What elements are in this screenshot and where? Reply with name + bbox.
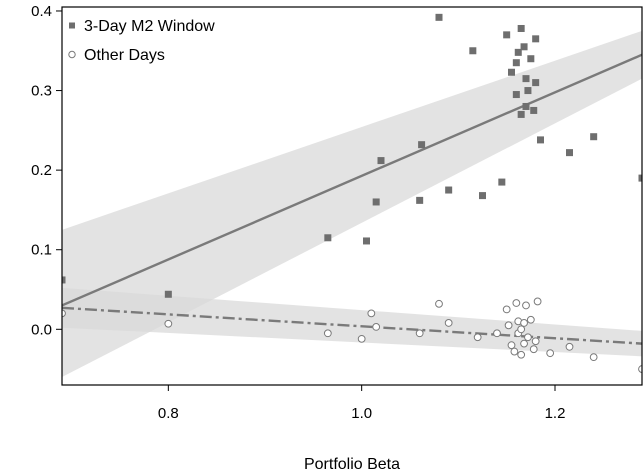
data-point-square [62,276,66,284]
data-point-square [638,174,642,182]
data-point-square [164,290,172,298]
data-point-circle [367,309,376,318]
data-point-circle [444,319,453,327]
data-point-circle [415,329,424,338]
data-point-circle [517,325,526,334]
data-point-square [514,48,522,56]
data-point-square [532,79,540,87]
data-point-square [498,178,506,186]
data-point-circle [524,333,532,342]
data-points [62,13,642,373]
confidence-bands [62,30,642,378]
data-point-square [590,133,598,141]
data-point-square [445,186,453,194]
fit-line-2 [62,306,642,345]
legend-label: 3-Day M2 Window [84,18,215,35]
data-point-circle [473,333,482,342]
data-point-circle [510,347,519,356]
legend-marker-square [69,22,75,29]
fit-lines [62,53,642,345]
data-point-square [324,234,332,242]
data-point-square [520,43,528,51]
data-point-circle [529,345,538,354]
data-point-square [517,110,525,118]
data-point-circle [504,321,513,330]
y-tick-label: 0.4 [31,3,52,20]
data-point-circle [520,319,528,327]
data-point-square [372,198,380,206]
data-point-circle [517,350,526,359]
data-point-circle [435,299,443,308]
legend-marker-circle [68,50,76,59]
data-point-circle [357,334,366,343]
data-point-circle [512,299,521,307]
plot-frame [61,6,643,386]
data-point-square [418,141,426,149]
data-point-circle [546,349,555,358]
fit-line-1 [62,53,642,307]
axis-ticks: 0.8 1.0 1.2 0.0 0.1 0.2 0.3 0.4 [31,3,565,422]
data-point-square [524,87,532,95]
confidence-band-2 [62,287,642,357]
data-point-square [522,75,530,83]
data-point-square [363,237,370,245]
data-point-square [512,59,520,67]
data-point-circle [372,323,381,331]
data-point-square [508,68,515,76]
data-point-square [522,102,530,110]
data-point-circle [531,337,540,346]
data-point-square [532,35,540,43]
data-point-circle [565,342,574,351]
legend-label: Other Days [84,47,165,64]
data-point-square [512,91,520,99]
y-tick-label: 0.1 [31,242,52,259]
data-point-circle [62,309,66,318]
data-point-circle [533,297,542,306]
data-point-circle [502,305,511,314]
data-point-square [469,47,477,55]
data-point-circle [493,329,501,338]
data-point-square [527,55,535,63]
data-point-circle [589,353,598,362]
legend: 3-Day M2 Window Other Days [68,18,215,64]
data-point-square [416,196,424,204]
data-point-square [566,149,573,157]
data-point-square [537,136,544,144]
data-point-square [530,106,538,114]
data-point-circle [323,329,332,338]
x-tick-label: 0.8 [158,405,179,422]
y-tick-label: 0.0 [31,321,52,338]
y-tick-label: 0.3 [31,83,52,100]
data-point-circle [522,301,530,310]
data-point-square [517,24,525,32]
y-tick-label: 0.2 [31,162,52,179]
data-point-circle [520,339,528,348]
data-point-circle [526,315,535,324]
data-point-square [479,192,486,200]
x-axis-title: Portfolio Beta [304,456,400,473]
data-point-square [377,157,385,165]
data-point-square [503,31,511,39]
data-point-square [435,13,443,21]
data-point-circle [164,319,173,328]
x-tick-label: 1.2 [545,405,566,422]
data-point-circle [507,341,516,350]
x-tick-label: 1.0 [351,405,372,422]
